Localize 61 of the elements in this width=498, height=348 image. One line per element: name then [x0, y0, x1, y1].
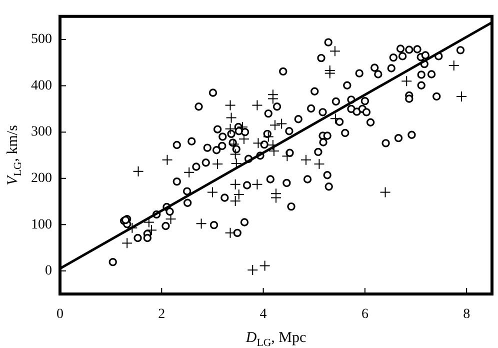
point	[240, 218, 249, 226]
point	[432, 92, 441, 101]
point	[401, 76, 412, 87]
y-tick-label: 200	[31, 171, 52, 186]
point	[224, 227, 236, 238]
point	[456, 90, 468, 102]
y-tick-label: 300	[31, 124, 52, 140]
x-tick-label: 2	[158, 307, 166, 322]
point	[285, 127, 294, 136]
point	[362, 108, 371, 116]
y-tick-label: 500	[31, 32, 52, 48]
point	[184, 166, 195, 178]
point	[370, 64, 379, 72]
point	[236, 121, 248, 132]
point	[126, 222, 138, 234]
point	[276, 118, 288, 130]
point	[324, 68, 336, 79]
point	[162, 154, 173, 166]
point	[282, 150, 293, 162]
point	[252, 178, 263, 190]
x-tick-label: 8	[463, 307, 470, 322]
point	[329, 46, 340, 57]
point	[259, 260, 270, 272]
point	[202, 158, 210, 167]
point	[206, 186, 218, 198]
point	[233, 189, 244, 200]
point	[132, 166, 144, 177]
point	[212, 158, 224, 170]
point	[192, 162, 200, 171]
point	[380, 186, 391, 198]
point	[228, 138, 240, 150]
point	[230, 178, 241, 190]
point	[267, 93, 278, 104]
point	[252, 138, 264, 149]
point	[300, 154, 312, 166]
x-tick-label: 6	[361, 307, 368, 322]
y-axis-title: VLG, km/s	[5, 124, 24, 186]
point	[122, 238, 133, 249]
point	[224, 100, 236, 111]
point	[238, 134, 250, 145]
point	[230, 196, 241, 207]
point	[196, 218, 207, 230]
point	[448, 60, 460, 71]
point	[226, 112, 237, 124]
point	[224, 123, 236, 134]
y-tick-label: 400	[31, 78, 52, 94]
point	[146, 224, 157, 236]
y-tick-label: 100	[31, 217, 52, 232]
y-tick-label: 0	[45, 264, 52, 279]
point	[188, 137, 196, 146]
point	[306, 104, 316, 113]
point	[314, 158, 325, 170]
point	[252, 100, 263, 111]
point	[247, 264, 258, 276]
point	[330, 113, 341, 124]
point	[230, 148, 241, 160]
x-tick-label: 4	[260, 307, 267, 322]
point	[269, 120, 280, 131]
point	[165, 214, 176, 225]
point	[262, 131, 274, 142]
x-tick-label: 0	[56, 307, 64, 322]
